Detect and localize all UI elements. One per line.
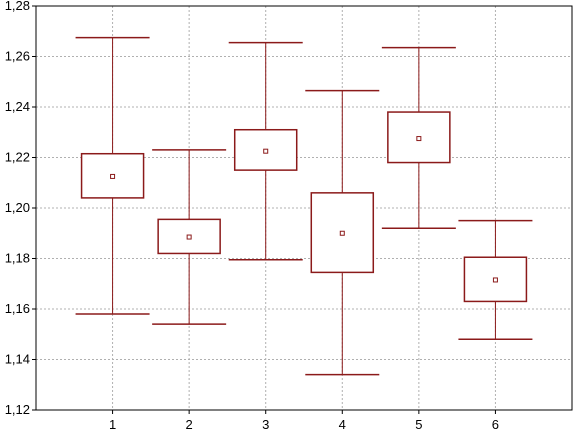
- box-group-3: [228, 41, 303, 261]
- y-tick-label: 1,22: [5, 150, 30, 165]
- median-point: [492, 277, 498, 283]
- y-tick-label: 1,24: [5, 99, 30, 114]
- x-tick-label: 2: [186, 417, 193, 430]
- box-group-2: [152, 149, 227, 325]
- boxes: [75, 36, 533, 376]
- median-point: [339, 230, 345, 236]
- x-tick-label: 1: [109, 417, 116, 430]
- box-group-4: [305, 89, 380, 376]
- box-group-5: [381, 46, 456, 229]
- median-point: [416, 136, 422, 142]
- median-point: [263, 148, 269, 154]
- grid-lines: [36, 6, 572, 410]
- y-tick-label: 1,26: [5, 49, 30, 64]
- y-tick-label: 1,18: [5, 251, 30, 266]
- y-tick-labels: 1,12 1,14 1,16 1,18 1,20 1,22 1,24 1,26 1,28: [5, 0, 30, 417]
- box-group-1: [75, 36, 150, 315]
- y-tick-label: 1,14: [5, 352, 30, 367]
- y-tick-label: 1,12: [5, 402, 30, 417]
- box-body: [157, 218, 221, 255]
- y-tick-label: 1,20: [5, 200, 30, 215]
- x-tick-label: 5: [415, 417, 422, 430]
- median-point: [186, 234, 192, 240]
- x-tick-label: 6: [492, 417, 499, 430]
- x-tick-label: 4: [339, 417, 346, 430]
- median-point: [110, 173, 116, 179]
- y-tick-label: 1,16: [5, 301, 30, 316]
- y-tick-label: 1,28: [5, 0, 30, 13]
- plot-frame: [35, 5, 573, 411]
- box-group-6: [458, 219, 533, 341]
- x-tick-label: 3: [262, 417, 269, 430]
- x-tick-labels: 1 2 3 4 5 6: [109, 417, 499, 432]
- axes: [32, 5, 573, 414]
- box-body: [80, 152, 145, 199]
